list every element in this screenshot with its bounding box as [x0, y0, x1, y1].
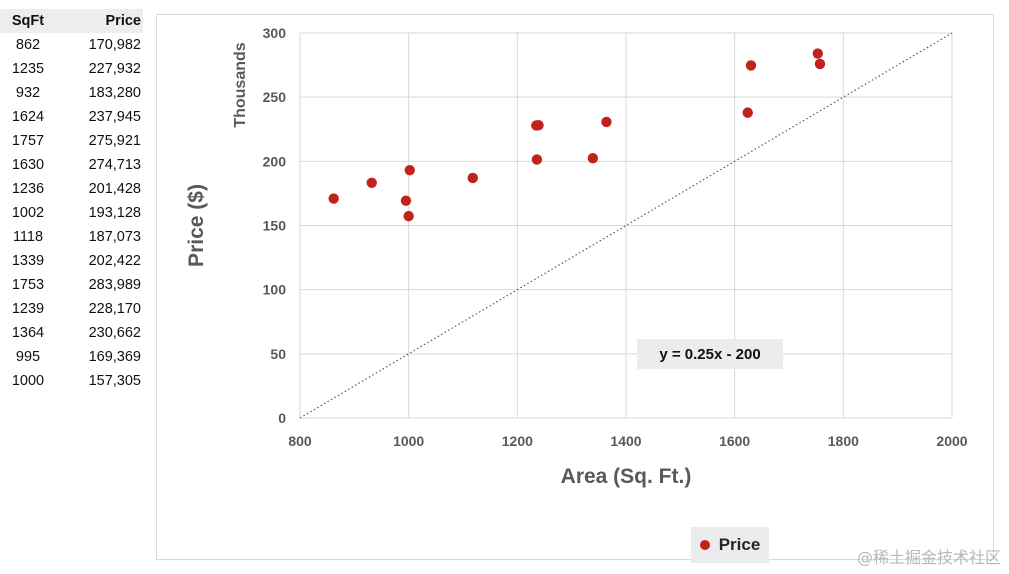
y-tick-label: 200	[263, 153, 287, 169]
price-cell: 228,170	[88, 301, 141, 317]
table-header-row: SqFt Price	[0, 9, 143, 33]
price-cell: 230,662	[88, 325, 141, 341]
sqft-cell: 995	[15, 349, 41, 365]
x-tick-label: 2000	[936, 433, 967, 449]
data-point	[403, 210, 414, 222]
data-point	[745, 60, 757, 71]
sqft-cell: 1239	[11, 301, 45, 317]
y-tick-label: 50	[270, 346, 286, 362]
trendline-equation-label: y = 0.25x - 200	[637, 339, 783, 369]
data-point	[742, 107, 753, 118]
sqft-cell: 1624	[11, 109, 45, 125]
table-row: 1364 230,662	[0, 321, 143, 345]
data-point	[531, 154, 543, 165]
table-row: 932 183,280	[0, 81, 143, 105]
table-row: 1624 237,945	[0, 105, 143, 129]
sqft-cell: 1753	[11, 277, 45, 293]
legend-marker	[699, 540, 710, 550]
legend-label: Price	[718, 535, 761, 554]
data-point	[467, 172, 478, 184]
watermark: @稀土掘金技术社区	[856, 548, 1001, 567]
scatter-chart: 0 50 100 150 200 250 300 800 1000 1200 1400 1600 180…	[185, 25, 968, 488]
y-tick-label: 150	[263, 218, 287, 234]
sqft-cell: 1002	[11, 205, 45, 221]
data-point	[533, 119, 544, 131]
data-point	[366, 177, 377, 188]
data-point	[812, 48, 823, 59]
sqft-cell: 1235	[11, 61, 45, 77]
sqft-cell: 1757	[11, 133, 45, 149]
y-axis-title: Price ($)	[185, 184, 208, 267]
data-table: SqFt Price 862 170,982 1235 227,932 932 183,280…	[0, 9, 143, 393]
table-row: 1000 157,305	[0, 369, 143, 393]
chart-area: 0 50 100 150 200 250 300 800 1000 1200 1400 1600 180…	[156, 14, 994, 563]
table-row: 1757 275,921	[0, 129, 143, 153]
table-row: 1339 202,422	[0, 249, 143, 273]
sqft-cell: 862	[15, 37, 41, 53]
chart-legend: Price	[691, 527, 769, 563]
table-row: 1630 274,713	[0, 153, 143, 177]
table-row: 1236 201,428	[0, 177, 143, 201]
table-row: 1239 228,170	[0, 297, 143, 321]
y-axis-units-label: Thousands	[232, 42, 249, 127]
price-cell: 227,932	[88, 61, 141, 77]
price-cell: 157,305	[88, 373, 141, 389]
price-cell: 283,989	[88, 277, 141, 293]
x-tick-label: 800	[288, 433, 312, 449]
price-cell: 170,982	[88, 37, 141, 53]
price-cell: 237,945	[88, 109, 141, 125]
y-tick-label: 0	[278, 410, 286, 426]
data-point	[400, 195, 412, 206]
x-tick-label: 1400	[610, 433, 641, 449]
price-cell: 169,369	[88, 349, 141, 365]
column-header: Price	[105, 13, 141, 29]
price-cell: 275,921	[88, 133, 141, 149]
table-row: 1753 283,989	[0, 273, 143, 297]
sqft-cell: 1339	[11, 253, 45, 269]
x-tick-label: 1600	[719, 433, 750, 449]
price-cell: 274,713	[88, 157, 141, 173]
table-row: 1118 187,073	[0, 225, 143, 249]
sqft-cell: 932	[15, 85, 41, 101]
x-tick-label: 1800	[828, 433, 859, 449]
table-row: 862 170,982	[0, 33, 143, 57]
x-tick-label: 1200	[502, 433, 533, 449]
sqft-cell: 1236	[11, 181, 45, 197]
data-point	[587, 153, 599, 164]
price-cell: 201,428	[88, 181, 141, 197]
x-axis-title: Area (Sq. Ft.)	[561, 465, 692, 488]
column-header: SqFt	[11, 13, 45, 29]
x-tick-label: 1000	[393, 433, 424, 449]
y-tick-label: 300	[263, 25, 287, 41]
sqft-cell: 1364	[11, 325, 45, 341]
sqft-cell: 1630	[11, 157, 45, 173]
price-cell: 187,073	[88, 229, 141, 245]
data-point	[404, 164, 415, 176]
sqft-cell: 1118	[12, 229, 44, 245]
price-cell: 183,280	[88, 85, 141, 101]
price-cell: 202,422	[88, 253, 141, 269]
table-row: 1002 193,128	[0, 201, 143, 225]
data-point	[601, 116, 612, 128]
table-row: 995 169,369	[0, 345, 143, 369]
y-tick-label: 100	[263, 282, 287, 298]
price-cell: 193,128	[88, 205, 141, 221]
y-tick-label: 250	[263, 89, 287, 105]
data-point	[814, 58, 826, 70]
table-row: 1235 227,932	[0, 57, 143, 81]
data-point	[328, 193, 339, 204]
sqft-cell: 1000	[11, 373, 45, 389]
